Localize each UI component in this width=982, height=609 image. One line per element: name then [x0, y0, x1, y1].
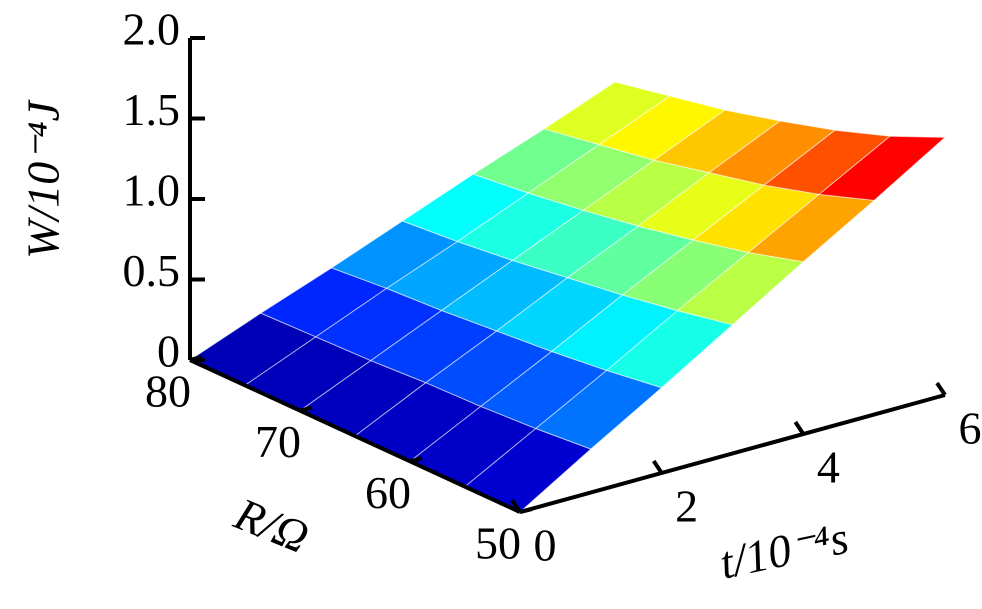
x-tick	[510, 498, 522, 514]
x-tick-label: 2	[675, 481, 698, 532]
y-tick-label: 50	[475, 518, 521, 569]
z-axis-label: W/10⁻⁴J	[18, 99, 69, 259]
y-tick	[519, 507, 533, 514]
y-axis-label: R/Ω	[227, 488, 316, 563]
z-tick-label: 2.0	[123, 4, 181, 55]
x-tick-label: 0	[534, 520, 557, 571]
x-tick	[652, 459, 664, 475]
x-tick-label: 4	[817, 442, 840, 493]
y-tick	[189, 355, 203, 362]
x-tick	[793, 420, 805, 436]
x-axis	[519, 393, 946, 514]
x-tick	[935, 381, 947, 397]
z-tick-label: 0	[157, 326, 180, 377]
y-tick-label: 80	[145, 366, 191, 417]
y-tick	[409, 456, 423, 464]
y-axis	[189, 358, 521, 514]
y-tick	[299, 405, 313, 413]
y-tick-label: 60	[365, 467, 411, 518]
x-axis-label: t/10⁻⁴s	[715, 512, 853, 589]
z-tick-label: 1.5	[123, 84, 181, 135]
surface-cell	[817, 135, 947, 201]
x-tick-label: 6	[959, 403, 982, 454]
z-tick-label: 1.0	[123, 165, 181, 216]
z-tick-label: 0.5	[123, 245, 181, 296]
y-tick-label: 70	[255, 416, 301, 467]
